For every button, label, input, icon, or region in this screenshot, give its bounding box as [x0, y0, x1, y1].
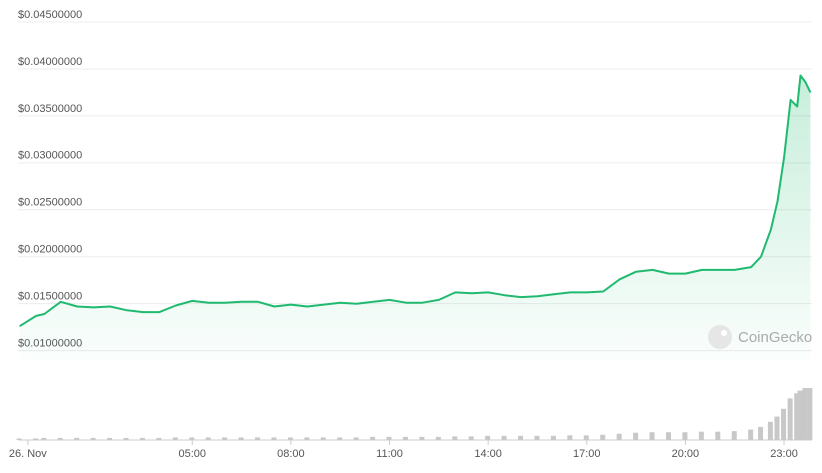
watermark-logo: [708, 325, 732, 349]
x-tick-label: 14:00: [474, 448, 502, 460]
volume-bar: [807, 388, 813, 440]
volume-bar: [172, 437, 178, 440]
volume-bar: [616, 433, 622, 440]
volume-bar: [33, 438, 39, 440]
volume-bar: [485, 435, 491, 440]
x-tick-label: 26. Nov: [9, 448, 47, 460]
y-tick-label: $0.02000000: [18, 244, 82, 256]
y-tick-label: $0.03500000: [18, 103, 82, 115]
volume-bar: [222, 437, 228, 440]
x-tick-label: 23:00: [770, 448, 798, 460]
volume-bar: [802, 388, 808, 440]
volume-bar: [715, 431, 721, 440]
volume-bar: [767, 421, 773, 440]
volume-bar: [107, 437, 113, 440]
y-tick-label: $0.04500000: [18, 9, 82, 21]
volume-bar: [518, 435, 524, 440]
volume-bar: [600, 434, 606, 440]
volume-bar: [419, 436, 425, 440]
volume-bar: [468, 436, 474, 440]
volume-bar: [271, 437, 277, 440]
volume-bar: [287, 437, 293, 440]
volume-bar: [758, 427, 764, 440]
y-tick-label: $0.02500000: [18, 197, 82, 209]
volume-bar: [748, 429, 754, 440]
volume-bar: [74, 437, 80, 440]
volume-bar: [57, 437, 63, 440]
volume-bar: [797, 390, 803, 440]
volume-bar: [698, 431, 704, 440]
volume-bar: [435, 436, 441, 440]
volume-bar: [205, 437, 211, 440]
volume-bar: [794, 393, 800, 440]
volume-bar: [353, 437, 359, 440]
volume-bar: [781, 408, 787, 440]
volume-bar: [501, 435, 507, 440]
volume-bar: [682, 432, 688, 440]
volume-bar: [337, 437, 343, 440]
volume-bar: [567, 435, 573, 440]
volume-bar: [534, 435, 540, 440]
watermark-eye: [721, 330, 727, 336]
volume-bar: [633, 432, 639, 440]
volume-bar: [649, 432, 655, 440]
x-tick-label: 20:00: [672, 448, 700, 460]
volume-bar: [255, 437, 261, 440]
y-tick-label: $0.01500000: [18, 291, 82, 303]
volume-bar: [189, 437, 195, 440]
volume-bar: [41, 437, 47, 440]
volume-bar: [402, 436, 408, 440]
volume-bar: [386, 436, 392, 440]
y-tick-label: $0.03000000: [18, 150, 82, 162]
volume-bar: [583, 435, 589, 440]
watermark-text: CoinGecko: [738, 329, 812, 346]
volume-bar: [320, 437, 326, 440]
volume-bar: [731, 431, 737, 440]
volume-bar: [370, 436, 376, 440]
x-tick-label: 08:00: [277, 448, 305, 460]
price-area: [19, 75, 811, 360]
watermark: CoinGecko: [708, 325, 812, 349]
volume-bar: [139, 437, 145, 440]
volume-bar: [90, 437, 96, 440]
volume-bar: [304, 437, 310, 440]
x-tick-label: 11:00: [376, 448, 403, 460]
price-line: [19, 74, 812, 328]
volume-bar: [452, 436, 458, 440]
volume-bar: [16, 438, 22, 440]
x-tick-label: 05:00: [178, 448, 206, 460]
y-tick-label: $0.04000000: [18, 56, 82, 68]
x-tick-label: 17:00: [573, 448, 601, 460]
volume-bar: [123, 437, 129, 440]
volume-bar: [787, 398, 793, 440]
volume-bar: [550, 435, 556, 440]
volume-bar: [774, 416, 780, 440]
volume-bar: [156, 437, 162, 440]
volume-bar: [665, 432, 671, 440]
volume-bar: [238, 437, 244, 440]
